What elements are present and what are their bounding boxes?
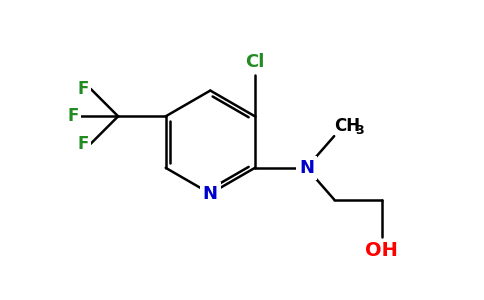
Text: CH: CH bbox=[334, 117, 360, 135]
Text: Cl: Cl bbox=[245, 53, 265, 71]
Text: N: N bbox=[203, 184, 218, 202]
Text: F: F bbox=[68, 107, 79, 125]
Text: 3: 3 bbox=[356, 124, 364, 137]
Text: F: F bbox=[78, 135, 89, 153]
Text: OH: OH bbox=[365, 241, 398, 260]
Text: F: F bbox=[78, 80, 89, 98]
Text: N: N bbox=[299, 159, 314, 177]
